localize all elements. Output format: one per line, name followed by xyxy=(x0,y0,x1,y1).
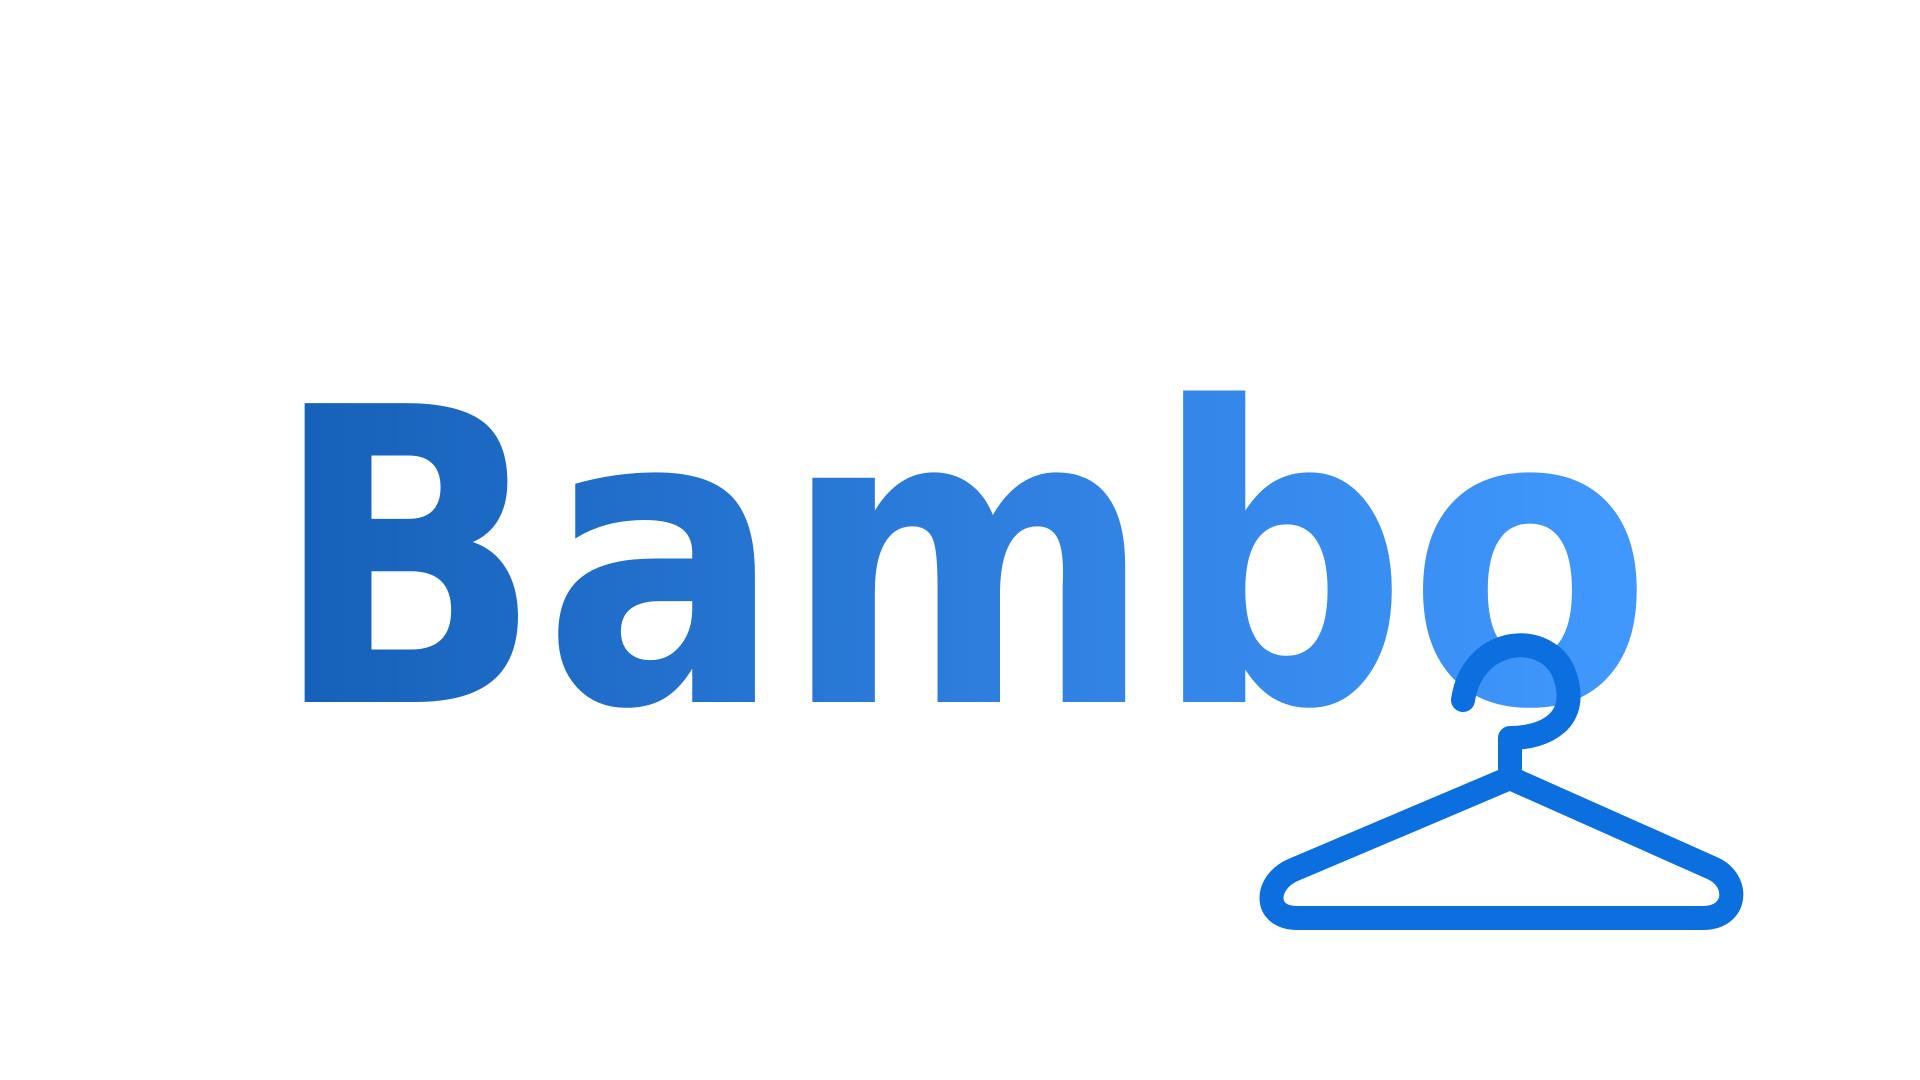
clothes-hanger-icon xyxy=(1259,633,1744,930)
logo-wordmark: Bambo xyxy=(272,321,1652,799)
